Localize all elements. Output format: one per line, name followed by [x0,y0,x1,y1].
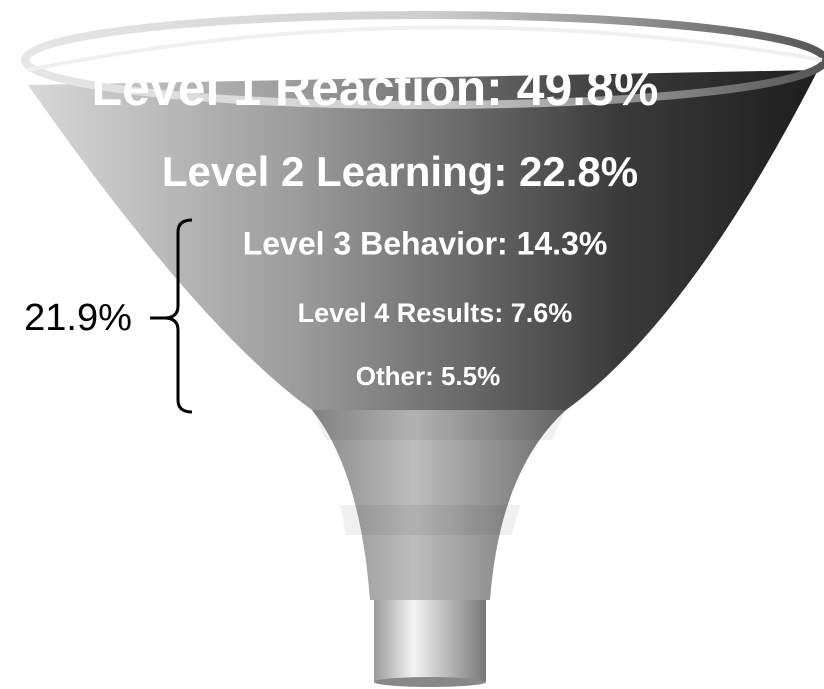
level-label: Level 2 Learning: 22.8% [162,148,638,195]
level-label: Level 3 Behavior: 14.3% [243,225,608,261]
bracket-label: 21.9% [24,297,132,339]
level-label: Level 4 Results: 7.6% [298,298,573,328]
spout-end [374,677,486,687]
stem-band [312,410,566,440]
level-label: Level 1 Reaction: 49.8% [92,60,659,116]
stem-band [340,505,520,535]
spout [374,598,486,682]
funnel-diagram: Level 1 Reaction: 49.8% Level 2 Learning… [0,0,824,689]
level-label: Other: 5.5% [356,361,501,391]
